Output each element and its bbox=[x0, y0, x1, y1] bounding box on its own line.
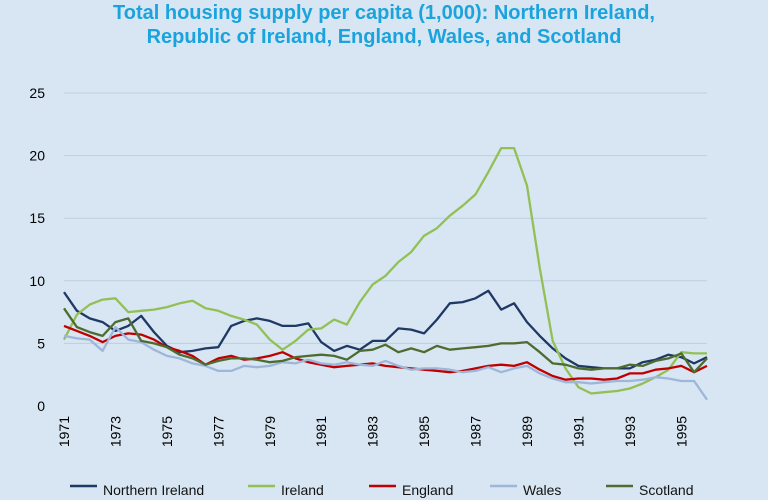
chart-title-line-2: Republic of Ireland, England, Wales, and… bbox=[146, 26, 622, 48]
chart-title-line-1: Total housing supply per capita (1,000):… bbox=[113, 2, 655, 24]
gridlines bbox=[64, 92, 707, 344]
series-line-scotland bbox=[63, 307, 708, 374]
x-tick-label: 1979 bbox=[262, 416, 278, 447]
y-tick-label: 0 bbox=[37, 398, 45, 414]
y-tick-label: 20 bbox=[29, 148, 45, 164]
y-tick-label: 5 bbox=[37, 335, 45, 351]
series-lines bbox=[62, 146, 708, 401]
x-tick-label: 1971 bbox=[56, 416, 72, 447]
series-line-ireland bbox=[62, 146, 707, 395]
x-axis-ticks: 1971 1973 1975 1977 1979 1981 1983 1985 1987 1989… bbox=[56, 416, 689, 447]
y-tick-label: 25 bbox=[29, 85, 45, 101]
x-tick-label: 1977 bbox=[210, 416, 226, 447]
x-tick-label: 1981 bbox=[313, 416, 329, 447]
legend: Northern Ireland Ireland England Wales Scotl… bbox=[70, 482, 693, 498]
y-tick-label: 10 bbox=[29, 273, 45, 289]
x-tick-label: 1973 bbox=[107, 416, 123, 447]
x-tick-label: 1985 bbox=[416, 416, 432, 447]
x-tick-label: 1983 bbox=[365, 416, 381, 447]
legend-label-northern-ireland: Northern Ireland bbox=[103, 482, 204, 498]
x-tick-label: 1975 bbox=[159, 416, 175, 447]
legend-label-ireland: Ireland bbox=[281, 482, 324, 498]
x-tick-label: 1995 bbox=[673, 416, 689, 447]
y-tick-label: 15 bbox=[29, 210, 45, 226]
legend-label-scotland: Scotland bbox=[639, 482, 693, 498]
x-tick-label: 1993 bbox=[622, 416, 638, 447]
series-line-northern-ireland bbox=[63, 289, 708, 370]
x-tick-label: 1987 bbox=[468, 416, 484, 447]
x-tick-label: 1989 bbox=[519, 416, 535, 447]
legend-label-wales: Wales bbox=[523, 482, 561, 498]
legend-label-england: England bbox=[402, 482, 453, 498]
y-axis-ticks: 0 5 10 15 20 25 bbox=[29, 85, 45, 414]
x-tick-label: 1991 bbox=[570, 416, 586, 447]
series-line-wales bbox=[63, 325, 708, 401]
